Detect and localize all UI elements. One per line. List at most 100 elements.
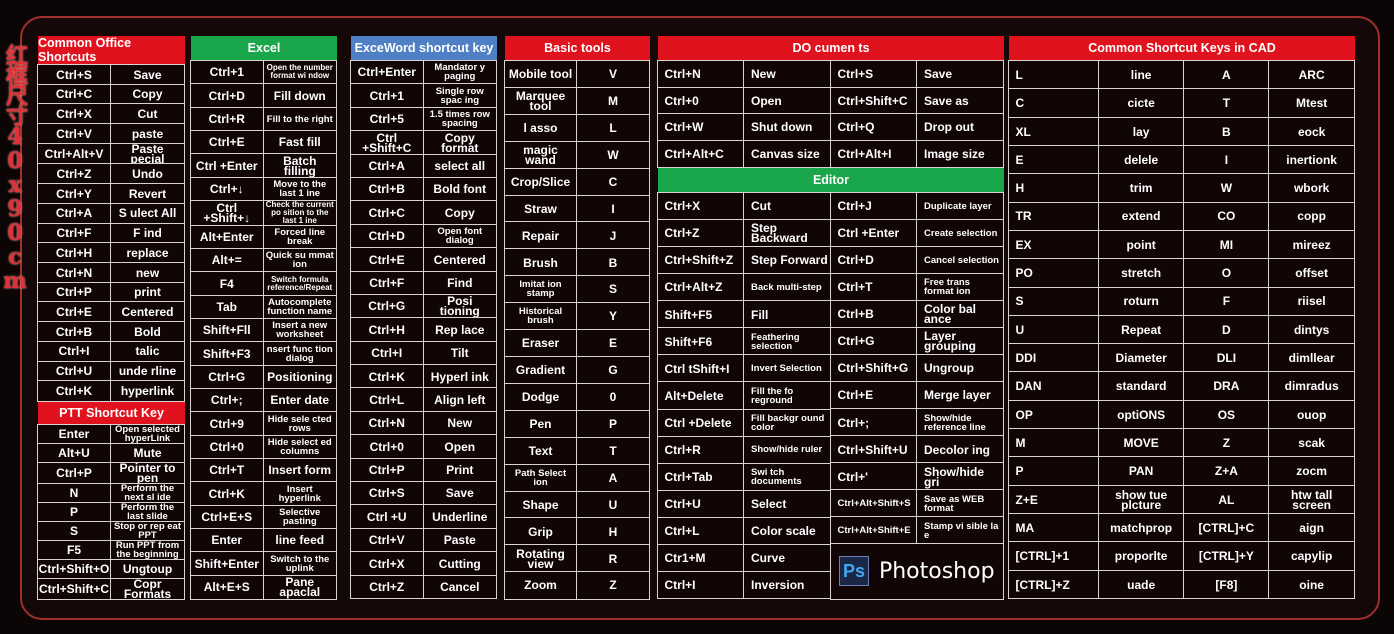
shortcut-row: Ctrl+P Pointer to pen bbox=[36, 462, 185, 484]
shortcut-key: DDI bbox=[1007, 343, 1100, 373]
shortcut-action: Switch to the uplink bbox=[262, 551, 337, 577]
shortcut-key: W bbox=[1183, 173, 1270, 204]
shortcut-key: Ctrl+X bbox=[656, 192, 745, 221]
office-header: Common Office Shortcuts bbox=[38, 36, 185, 64]
shortcut-row: Pen P bbox=[503, 409, 650, 439]
shortcut-key: Ctrl+I bbox=[656, 570, 745, 600]
shortcut-key: Ctrl+Z bbox=[349, 574, 424, 600]
shortcut-row: Ctrl+U Select bbox=[656, 489, 831, 519]
shortcut-row: Ctr1+M Curve bbox=[656, 543, 831, 573]
shortcut-action: print bbox=[110, 281, 185, 303]
shortcut-row: Ctrl+T Free trans format ion bbox=[829, 273, 1004, 302]
shortcut-action: replace bbox=[110, 242, 185, 264]
shortcut-action: G bbox=[576, 355, 650, 385]
shortcut-key: Ctrl+0 bbox=[349, 434, 424, 460]
shortcut-action: hyperlink bbox=[110, 380, 185, 402]
shortcut-key: Ctrl+V bbox=[349, 527, 424, 553]
shortcut-key: Ctrl+G bbox=[349, 293, 424, 319]
shortcut-key: Historical brush bbox=[503, 302, 578, 331]
shortcut-key: MI bbox=[1183, 229, 1270, 260]
size-label: 红框尺寸40x90cm bbox=[2, 44, 28, 292]
shortcut-action: zocm bbox=[1268, 456, 1355, 487]
shortcut-action: Move to the last 1 ine bbox=[262, 176, 337, 202]
shortcut-action: new bbox=[110, 261, 185, 284]
shortcut-action: oine bbox=[1268, 569, 1355, 600]
shortcut-action: Create selection bbox=[916, 219, 1004, 248]
shortcut-key: Ctrl+Alt+Shift+E bbox=[829, 516, 918, 545]
shortcut-action: Color scale bbox=[743, 516, 831, 546]
shortcut-row: Ctrl+X Cut bbox=[656, 192, 831, 221]
shortcut-action: show tue plcture bbox=[1097, 484, 1185, 515]
shortcut-action: extend bbox=[1097, 201, 1185, 232]
shortcut-key: Alt+= bbox=[189, 247, 264, 273]
shortcut-key: S bbox=[1007, 286, 1100, 317]
shortcut-row: Ctrl +Enter Batch filling bbox=[189, 153, 337, 179]
shortcut-key: Ctrl+A bbox=[36, 202, 112, 225]
shortcut-action: Fill bbox=[743, 300, 831, 329]
documents-panel: DO cumen ts Ctrl+N New Ctrl+S Save Ctrl+0 Ope… bbox=[656, 36, 1004, 168]
shortcut-key: Enter bbox=[189, 528, 264, 553]
shortcut-key: Ctrl+R bbox=[656, 435, 745, 465]
shortcut-row: Ctrl+Shift+G Ungroup bbox=[829, 354, 1004, 383]
shortcut-row: Gradient G bbox=[503, 355, 650, 385]
shortcut-row: TR extend CO copp bbox=[1007, 201, 1355, 232]
shortcut-row: P Perform the last slide bbox=[36, 501, 185, 522]
shortcut-action: paste bbox=[110, 123, 185, 145]
shortcut-key: Ctrl+L bbox=[656, 516, 745, 546]
shortcut-action: nsert func tion dialog bbox=[262, 341, 337, 367]
shortcut-action: line feed bbox=[262, 528, 337, 553]
shortcut-action: B bbox=[576, 248, 650, 277]
shortcut-action: Layer grouping bbox=[916, 327, 1004, 356]
shortcut-key: Ctrl+P bbox=[349, 457, 424, 483]
shortcut-key: F4 bbox=[189, 271, 264, 297]
shortcut-action: Drop out bbox=[916, 113, 1004, 141]
shortcut-action: Cutting bbox=[422, 551, 497, 577]
shortcut-key: Ctrl+Shift+U bbox=[829, 435, 918, 464]
cad-header: Common Shortcut Keys in CAD bbox=[1009, 36, 1355, 60]
shortcut-key: Ctrl+V bbox=[36, 123, 112, 145]
shortcut-key: Ctrl+0 bbox=[189, 434, 264, 460]
shortcut-row: Dodge 0 bbox=[503, 382, 650, 412]
shortcut-key: TR bbox=[1007, 201, 1100, 232]
shortcut-key: Ctrl+J bbox=[829, 192, 918, 221]
shortcut-row: Ctrl+Shift+C Copr Formats bbox=[36, 577, 185, 600]
shortcut-row: Ctrl+S Save bbox=[349, 481, 497, 506]
shortcut-action: J bbox=[576, 221, 650, 250]
shortcut-row: Ctrl +Shift+↓ Check the current po sition… bbox=[189, 200, 337, 227]
shortcut-action: Image size bbox=[916, 139, 1004, 168]
shortcut-key: Ctrl+D bbox=[829, 246, 918, 275]
shortcut-key: A bbox=[1183, 60, 1270, 90]
shortcut-row: Ctrl+9 Hide sele cted rows bbox=[189, 411, 337, 437]
shortcut-row: Ctrl+Alt+Shift+E Stamp vi sible la e bbox=[829, 516, 1004, 545]
shortcut-key: Tab bbox=[189, 294, 264, 320]
shortcut-action: Print bbox=[422, 457, 497, 483]
shortcut-action: V bbox=[576, 60, 650, 89]
shortcut-action: New bbox=[743, 60, 831, 88]
shortcut-key: Alt+U bbox=[36, 443, 112, 464]
shortcut-row: Grip H bbox=[503, 517, 650, 546]
shortcut-key: Ctrl+K bbox=[349, 364, 424, 389]
shortcut-key: Ctrl+W bbox=[656, 113, 745, 141]
shortcut-key: Ctrl+G bbox=[829, 327, 918, 356]
shortcut-row: Ctrl+I talic bbox=[36, 340, 185, 363]
ppt-rows: Enter Open selected hyperLink Alt+U Mute Ctr… bbox=[36, 424, 185, 600]
shortcut-action: copp bbox=[1268, 201, 1355, 232]
shortcut-key: Ctrl+Z bbox=[656, 219, 745, 248]
shortcut-action: Fill backgr ound color bbox=[743, 408, 831, 438]
shortcut-key: Ctrl+1 bbox=[349, 83, 424, 109]
shortcut-row: [CTRL]+1 proporlte [CTRL]+Y capylip bbox=[1007, 541, 1355, 572]
shortcut-key: U bbox=[1007, 314, 1100, 345]
shortcut-row: Ctrl+E Fast fill bbox=[189, 130, 337, 155]
shortcut-action: Rep lace bbox=[422, 317, 497, 343]
shortcut-row: Crop/Slice C bbox=[503, 167, 650, 197]
shortcut-action: Cancel bbox=[422, 574, 497, 600]
photoshop-icon: Ps bbox=[838, 556, 869, 587]
shortcut-action: Perform the last slide bbox=[110, 501, 185, 522]
shortcut-action: Decolor ing bbox=[916, 435, 1004, 464]
shortcut-row: Ctrl+Y Revert bbox=[36, 183, 185, 205]
shortcut-row: Ctrl+W Shut down Ctrl+Q Drop out bbox=[656, 113, 1004, 141]
shortcut-key: Shift+F3 bbox=[189, 341, 264, 367]
shortcut-action: R bbox=[576, 544, 650, 573]
shortcut-action: A bbox=[576, 463, 650, 492]
shortcut-action: Run PPT from the beginning bbox=[110, 539, 185, 560]
